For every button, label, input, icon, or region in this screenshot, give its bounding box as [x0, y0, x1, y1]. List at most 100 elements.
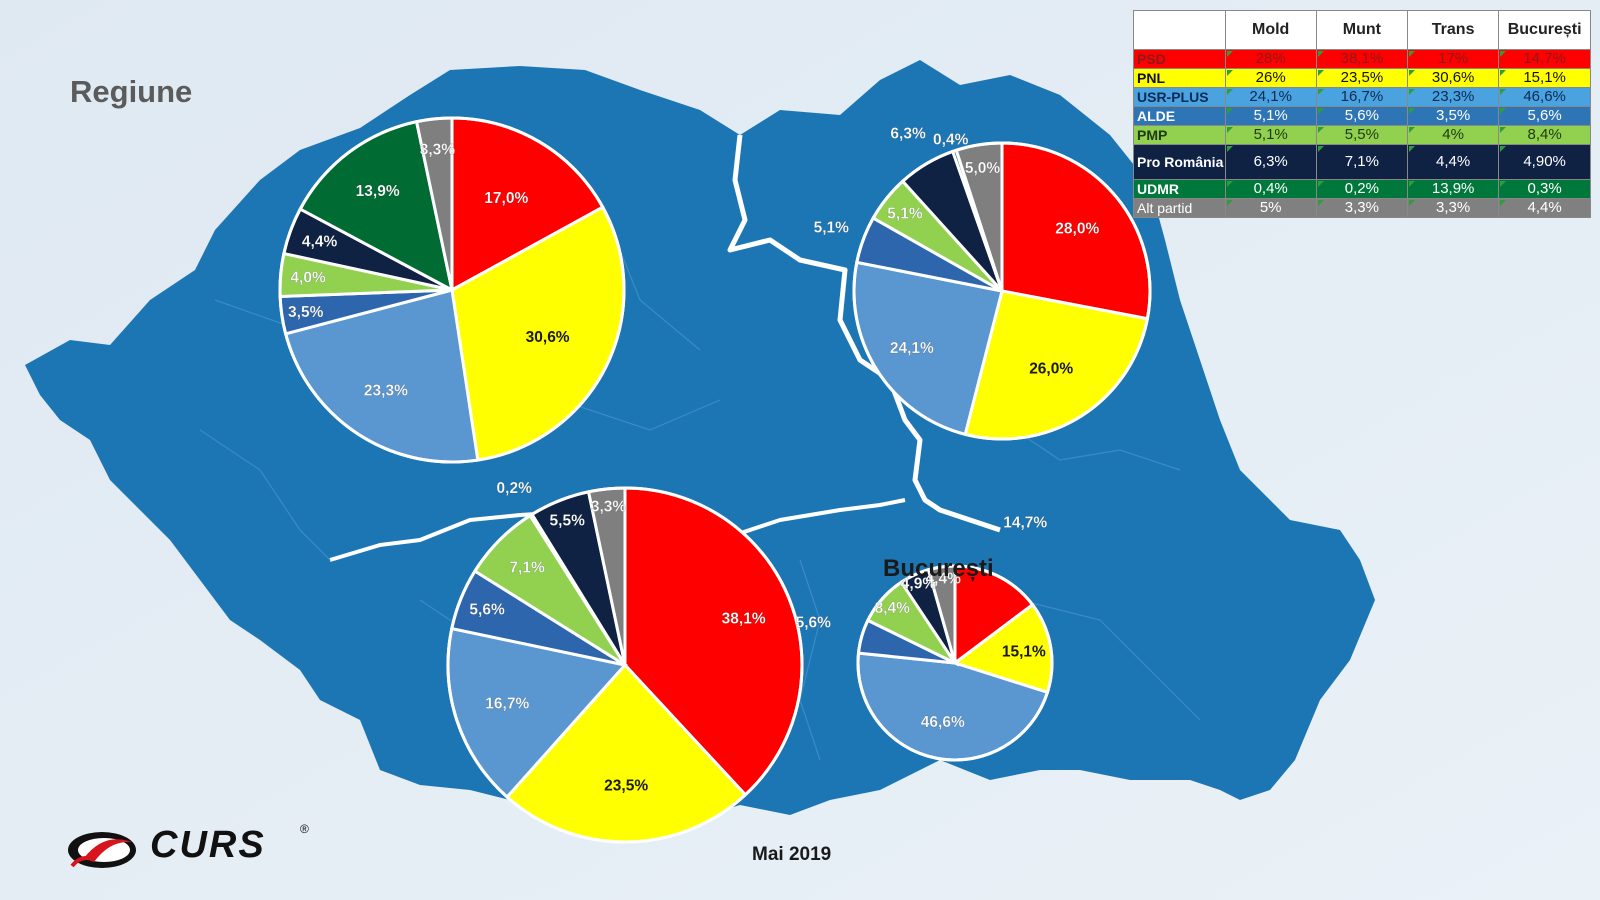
- value-cell: 30,6%: [1407, 68, 1500, 88]
- pie-label: 4,9%: [901, 576, 937, 593]
- value-cell: 46,6%: [1498, 87, 1591, 107]
- value-cell: 17%: [1407, 49, 1500, 69]
- value-cell: 4,4%: [1407, 144, 1500, 180]
- table-header-row: Mold Munt Trans București: [1133, 10, 1591, 50]
- logo-registered-mark: ®: [300, 822, 309, 836]
- chart-title: Regiune: [70, 74, 193, 109]
- curs-logo: CURS ®: [64, 822, 324, 876]
- value-cell: 3,5%: [1407, 106, 1500, 126]
- pie-label: 23,3%: [364, 383, 408, 400]
- pie-outline: [852, 141, 1152, 441]
- party-name-cell: UDMR: [1133, 179, 1226, 199]
- pie-label: 26,0%: [1029, 360, 1073, 377]
- value-cell: 26%: [1224, 68, 1317, 88]
- pie-chart-mold: 28,0% 26,0% 24,1% 5,1% 5,1% 6,3% 0,4% 5,0%: [813, 125, 1152, 441]
- table-row: PSD 28% 38,1% 17% 14,7%: [1133, 49, 1591, 69]
- pie-label: 13,9%: [356, 183, 400, 200]
- pie-label: 4,4%: [926, 570, 962, 587]
- value-cell: 24,1%: [1224, 87, 1317, 107]
- pie-outline: [446, 486, 804, 844]
- party-name-cell: PSD: [1133, 49, 1226, 69]
- table-row: PNL 26% 23,5% 30,6% 15,1%: [1133, 68, 1591, 88]
- table-row: UDMR 0,4% 0,2% 13,9% 0,3%: [1133, 179, 1591, 199]
- pie-label: 15,1%: [1002, 643, 1046, 660]
- table-row: PMP 5,1% 5,5% 4% 8,4%: [1133, 125, 1591, 145]
- pie-chart-munt: 38,1% 23,5% 16,7% 5,6% 7,1% 0,2% 5,5% 3,3%: [446, 480, 804, 844]
- pie-label: 28,0%: [1055, 221, 1099, 238]
- value-cell: 3,3%: [1407, 198, 1500, 218]
- pie-label: 38,1%: [722, 610, 766, 627]
- pie-outline: [856, 564, 1054, 762]
- table-header-cell: Mold: [1224, 10, 1317, 50]
- value-cell: 28%: [1224, 49, 1317, 69]
- pie-chart-bucurești: 14,7% 15,1% 46,6% 5,6% 8,4% 4,9%4,4%: [795, 514, 1054, 762]
- value-cell: 6,3%: [1224, 144, 1317, 180]
- value-cell: 5,6%: [1315, 106, 1409, 126]
- value-cell: 4,90%: [1498, 144, 1591, 180]
- party-name-cell: PNL: [1133, 68, 1226, 88]
- value-cell: 13,9%: [1407, 179, 1500, 199]
- pie-outline: [278, 116, 626, 464]
- value-cell: 4,4%: [1498, 198, 1591, 218]
- table-header-cell: [1133, 10, 1226, 50]
- value-cell: 0,4%: [1224, 179, 1317, 199]
- pie-label: 3,5%: [288, 304, 324, 321]
- value-cell: 38,1%: [1315, 49, 1409, 69]
- date-footer: Mai 2019: [752, 844, 832, 865]
- logo-text: CURS: [150, 824, 266, 866]
- value-cell: 5,1%: [1224, 125, 1317, 145]
- value-cell: 5,6%: [1498, 106, 1591, 126]
- value-cell: 15,1%: [1498, 68, 1591, 88]
- table-row: USR-PLUS 24,1% 16,7% 23,3% 46,6%: [1133, 87, 1591, 107]
- value-cell: 5%: [1224, 198, 1317, 218]
- party-name-cell: ALDE: [1133, 106, 1226, 126]
- pie-label: 5,0%: [965, 160, 1001, 177]
- value-cell: 7,1%: [1315, 144, 1409, 180]
- pie-label: 4,0%: [290, 269, 326, 286]
- value-cell: 14,7%: [1498, 49, 1591, 69]
- table-row: Alt partid 5% 3,3% 3,3% 4,4%: [1133, 198, 1591, 218]
- value-cell: 0,2%: [1315, 179, 1409, 199]
- pie-label: 16,7%: [485, 696, 529, 713]
- pie-label: 46,6%: [921, 714, 965, 731]
- pie-label: 8,4%: [875, 600, 911, 617]
- value-cell: 23,3%: [1407, 87, 1500, 107]
- bucuresti-title: București: [883, 555, 994, 582]
- pie-label: 0,4%: [933, 132, 969, 149]
- value-cell: 23,5%: [1315, 68, 1409, 88]
- pie-label: 4,4%: [302, 233, 338, 250]
- table-row: ALDE 5,1% 5,6% 3,5% 5,6%: [1133, 106, 1591, 126]
- value-cell: 5,5%: [1315, 125, 1409, 145]
- party-name-cell: Pro România: [1133, 144, 1226, 180]
- table-header-cell: Munt: [1315, 10, 1409, 50]
- pie-label: 3,3%: [591, 499, 627, 516]
- pie-label: 5,5%: [550, 512, 586, 529]
- pie-label: 7,1%: [509, 560, 545, 577]
- party-name-cell: PMP: [1133, 125, 1226, 145]
- pie-label: 23,5%: [604, 777, 648, 794]
- pie-label: 24,1%: [890, 340, 934, 357]
- table-header-cell: Trans: [1407, 10, 1500, 50]
- value-cell: 8,4%: [1498, 125, 1591, 145]
- value-cell: 16,7%: [1315, 87, 1409, 107]
- party-name-cell: USR-PLUS: [1133, 87, 1226, 107]
- pie-chart-trans: 17,0% 30,6% 23,3% 3,5% 4,0% 4,4% 13,9% 3,3%: [278, 116, 626, 464]
- value-cell: 3,3%: [1315, 198, 1409, 218]
- pie-label: 14,7%: [1003, 514, 1047, 531]
- pie-label: 0,2%: [497, 480, 533, 497]
- value-cell: 0,3%: [1498, 179, 1591, 199]
- pie-label: 5,6%: [796, 614, 832, 631]
- pie-label: 6,3%: [890, 125, 926, 142]
- pie-label: 3,3%: [420, 142, 456, 159]
- results-table: Mold Munt Trans București PSD 28% 38,1% 17%…: [1133, 10, 1591, 218]
- pie-label: 5,1%: [887, 205, 923, 222]
- value-cell: 4%: [1407, 125, 1500, 145]
- pie-label: 30,6%: [526, 329, 570, 346]
- value-cell: 5,1%: [1224, 106, 1317, 126]
- party-name-cell: Alt partid: [1133, 198, 1226, 218]
- pie-label: 5,1%: [814, 220, 850, 237]
- table-header-cell: București: [1498, 10, 1591, 50]
- pie-label: 5,6%: [469, 601, 505, 618]
- pie-label: 17,0%: [484, 190, 528, 207]
